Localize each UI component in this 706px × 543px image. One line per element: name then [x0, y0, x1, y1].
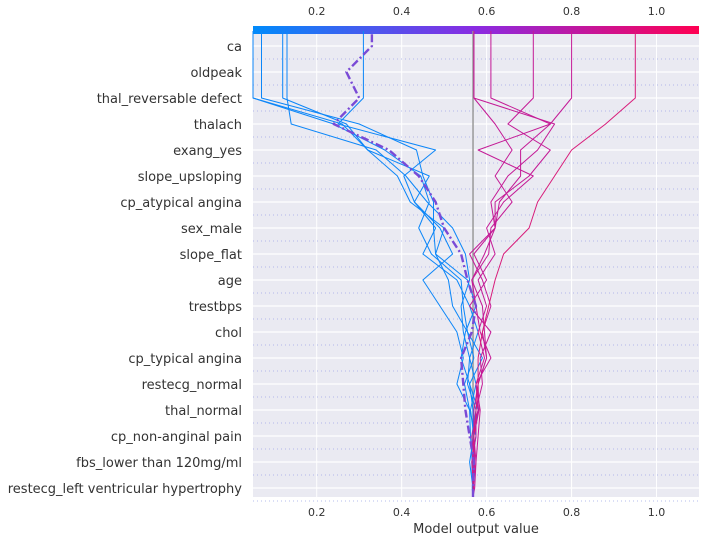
- feature-label: ca: [227, 40, 242, 55]
- feature-label: cp_typical angina: [128, 352, 242, 367]
- series-line-mean-path: [332, 31, 478, 497]
- x-tick-label: 0.6: [478, 506, 496, 519]
- feature-label: age: [218, 274, 242, 289]
- feature-label: oldpeak: [190, 66, 242, 81]
- series-line-sample-12: [471, 31, 636, 497]
- series-line-sample-9: [471, 31, 551, 497]
- feature-label: thalach: [194, 118, 242, 133]
- feature-label: cp_atypical angina: [120, 196, 242, 211]
- colorbar-tick-label: 0.6: [478, 5, 496, 18]
- colorbar-tick-label: 0.2: [308, 5, 326, 18]
- colorbar-tick-label: 0.4: [393, 5, 411, 18]
- series-lines: [252, 31, 636, 498]
- feature-label: slope_flat: [180, 248, 242, 263]
- x-axis-label: Model output value: [413, 522, 539, 537]
- series-line-sample-1: [252, 31, 475, 497]
- feature-label: cp_non-anginal pain: [111, 430, 242, 445]
- feature-label: fbs_lower than 120mg/ml: [76, 456, 242, 471]
- feature-label: chol: [215, 326, 242, 341]
- x-tick-label: 0.2: [308, 506, 326, 519]
- colorbar-tick-label: 0.8: [563, 5, 581, 18]
- feature-label: restecg_left ventricular hypertrophy: [8, 482, 243, 497]
- x-tick-label: 1.0: [648, 506, 666, 519]
- colorbar: [253, 26, 699, 34]
- feature-label: slope_upsloping: [138, 170, 242, 185]
- x-axis-ticks: 0.2 0.4 0.6 0.8 1.0: [308, 506, 665, 519]
- feature-label: exang_yes: [173, 144, 242, 159]
- feature-labels: ca oldpeak thal_reversable defect thalach ex…: [8, 40, 243, 497]
- series-line-sample-10: [471, 31, 551, 497]
- feature-label: thal_reversable defect: [97, 92, 242, 107]
- series-line-sample-8: [469, 31, 556, 498]
- x-tick-label: 0.8: [563, 506, 581, 519]
- feature-label: sex_male: [181, 222, 242, 237]
- feature-label: restecg_normal: [142, 378, 242, 393]
- x-tick-label: 0.4: [393, 506, 411, 519]
- colorbar-tick-label: 1.0: [648, 5, 666, 18]
- feature-label: trestbps: [189, 300, 243, 315]
- feature-label: thal_normal: [165, 404, 242, 419]
- colorbar-ticks: 0.2 0.4 0.6 0.8 1.0: [308, 5, 665, 18]
